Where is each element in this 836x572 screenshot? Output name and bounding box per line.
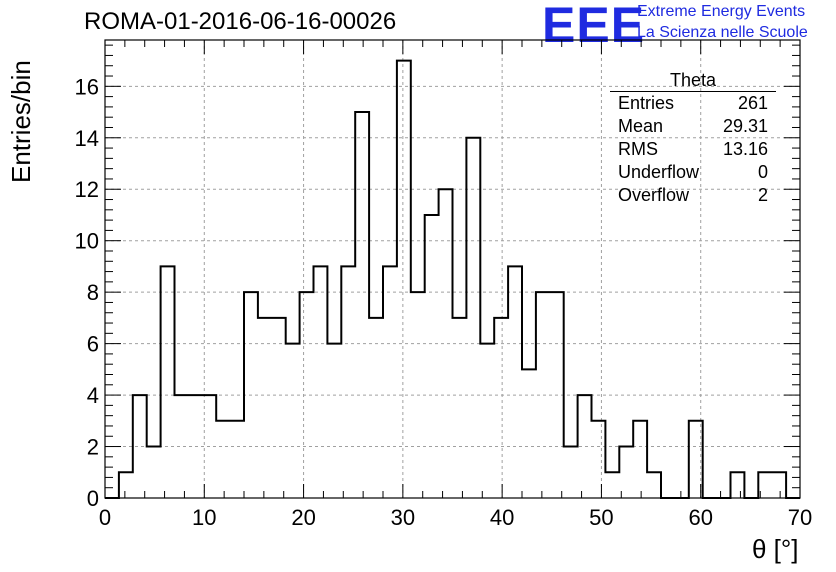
x-tick-label: 30 (391, 505, 415, 530)
y-axis-label: Entries/bin (6, 60, 36, 183)
histogram-bin (383, 266, 397, 498)
histogram-bin (314, 266, 328, 498)
x-tick-label: 10 (192, 505, 216, 530)
histogram-bin (633, 421, 647, 498)
x-tick-label: 40 (490, 505, 514, 530)
stats-title: Theta (610, 70, 776, 92)
histogram-bin (480, 344, 494, 498)
x-tick-label: 70 (788, 505, 812, 530)
histogram-bin (286, 344, 300, 498)
y-tick-label: 16 (75, 74, 99, 99)
histogram-bin (522, 369, 536, 498)
y-tick-label: 14 (75, 126, 99, 151)
y-tick-label: 6 (87, 332, 99, 357)
histogram-bin (216, 421, 230, 498)
plot-frame (104, 39, 801, 499)
histogram-bin (133, 395, 147, 498)
histogram-bin (175, 395, 189, 498)
stats-row: Underflow 0 (610, 161, 776, 184)
histogram-bin (425, 215, 439, 498)
stats-value: 0 (757, 162, 768, 182)
stats-label: RMS (618, 139, 658, 159)
chart-title: ROMA-01-2016-06-16-00026 (84, 8, 397, 35)
histogram-bin (605, 472, 619, 498)
stats-box: Theta Entries 261 Mean 29.31 RMS 13.16 U… (610, 70, 776, 207)
histogram-bin (355, 112, 369, 498)
y-tick-label: 8 (87, 280, 99, 305)
stats-label: Entries (618, 93, 675, 113)
histogram-bin (508, 266, 522, 498)
x-tick-label: 20 (291, 505, 315, 530)
y-tick-label: 2 (87, 435, 99, 460)
stats-row: Overflow 2 (610, 184, 776, 207)
x-tick-label: 0 (99, 505, 111, 530)
stats-value: 2 (757, 185, 768, 205)
y-tick-label: 0 (87, 486, 99, 511)
histogram-bin (341, 266, 355, 498)
stats-label: Underflow (618, 162, 700, 182)
histogram-bin (592, 421, 606, 498)
stats-value: 261 (737, 93, 768, 113)
histogram-bin (453, 318, 467, 498)
x-tick-label: 60 (688, 505, 712, 530)
histogram-bin (119, 472, 133, 498)
histogram-bin (258, 318, 272, 498)
stats-value: 29.31 (722, 116, 768, 136)
histogram-bin (439, 189, 453, 498)
x-tick-label: 50 (589, 505, 613, 530)
y-tick-label: 10 (75, 229, 99, 254)
logo-line-1: Extreme Energy Events (637, 3, 806, 20)
histogram-bin (327, 344, 341, 498)
stats-label: Overflow (618, 185, 690, 205)
histogram-bin (161, 266, 175, 498)
y-tick-label: 4 (87, 383, 99, 408)
histogram-bin (494, 318, 508, 498)
histogram-bin (466, 138, 480, 498)
stats-row: Mean 29.31 (610, 115, 776, 138)
x-axis-label: θ [°] (752, 534, 799, 564)
histogram-bin (647, 472, 661, 498)
stats-label: Mean (618, 116, 664, 136)
stats-row: Entries 261 (610, 92, 776, 115)
eee-logo: EEE (542, 0, 646, 53)
logo-line-2: La Scienza nelle Scuole (637, 24, 808, 41)
histogram-bin (619, 447, 633, 498)
stats-value: 13.16 (722, 139, 768, 159)
histogram-bin (397, 61, 411, 498)
histogram-bin (230, 421, 244, 498)
histogram-bin (731, 472, 745, 498)
histogram-bin (147, 447, 161, 498)
y-tick-label: 12 (75, 177, 99, 202)
stats-row: RMS 13.16 (610, 138, 776, 161)
histogram-bin (772, 472, 786, 498)
histogram-bin (369, 318, 383, 498)
histogram-bin (564, 447, 578, 498)
histogram-bin (272, 318, 286, 498)
